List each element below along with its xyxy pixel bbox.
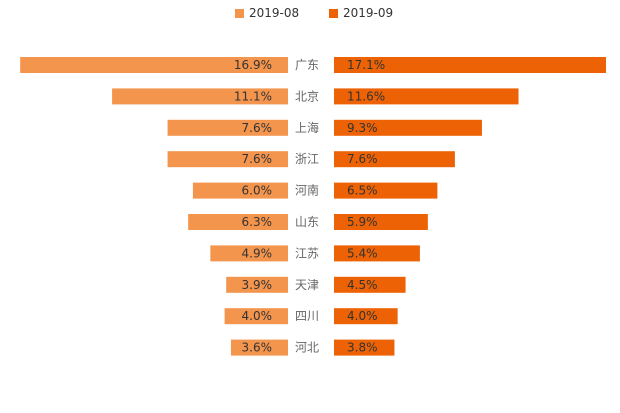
data-label-2019-08-3: 7.6% — [242, 121, 273, 135]
legend-swatch-2019-08 — [235, 8, 244, 18]
category-label-5: 河南 — [295, 183, 319, 198]
bar-2019-08-5[interactable] — [192, 182, 288, 199]
bar-2019-08-9[interactable] — [224, 308, 288, 325]
bar-2019-09-8[interactable] — [334, 276, 406, 293]
bar-2019-09-6[interactable] — [334, 214, 428, 230]
data-label-2019-08-10: 3.6% — [242, 341, 273, 355]
data-label-2019-08-1: 16.9% — [234, 58, 272, 72]
category-label-3: 上海 — [295, 120, 319, 135]
data-label-2019-08-7: 4.9% — [242, 246, 273, 260]
bar-2019-09-4[interactable] — [334, 151, 455, 168]
data-label-2019-09-2: 11.6% — [347, 89, 385, 103]
data-label-2019-08-5: 6.0% — [242, 184, 273, 198]
bar-2019-09-7[interactable] — [334, 245, 420, 262]
category-label-10: 河北 — [295, 341, 319, 355]
bar-2019-08-7[interactable] — [210, 245, 288, 262]
bar-2019-09-9[interactable] — [334, 308, 398, 325]
bar-2019-08-2[interactable] — [112, 88, 288, 105]
legend-label-2019-08: 2019-08 — [249, 6, 300, 20]
data-label-2019-09-10: 3.8% — [347, 341, 378, 355]
bar-2019-08-6[interactable] — [188, 214, 288, 230]
chart-legend: 2019-08 2019-09 — [0, 5, 620, 21]
data-label-2019-08-2: 11.1% — [234, 89, 272, 103]
legend-swatch-2019-09 — [329, 8, 338, 18]
category-label-2: 北京 — [295, 89, 319, 103]
data-label-2019-08-8: 3.9% — [242, 278, 273, 292]
data-label-2019-09-4: 7.6% — [347, 152, 378, 166]
bar-2019-09-2[interactable] — [334, 88, 519, 105]
data-label-2019-09-9: 4.0% — [347, 309, 378, 323]
category-label-6: 山东 — [295, 215, 319, 229]
bar-2019-09-10[interactable] — [334, 339, 395, 356]
bar-2019-09-5[interactable] — [334, 182, 438, 199]
bar-2019-09-3[interactable] — [334, 119, 482, 136]
legend-item-2019-08[interactable]: 2019-08 — [235, 5, 299, 21]
data-label-2019-09-5: 6.5% — [347, 184, 378, 198]
category-label-7: 江苏 — [295, 246, 319, 260]
data-label-2019-09-7: 5.4% — [347, 246, 378, 260]
bar-2019-08-10[interactable] — [230, 339, 288, 356]
data-label-2019-09-3: 9.3% — [347, 121, 378, 135]
data-label-2019-09-1: 17.1% — [347, 58, 385, 72]
bar-2019-08-3[interactable] — [167, 119, 288, 136]
bar-2019-09-1[interactable] — [334, 57, 606, 73]
data-label-2019-08-4: 7.6% — [242, 152, 273, 166]
data-label-2019-09-6: 5.9% — [347, 215, 378, 229]
bar-2019-08-8[interactable] — [226, 276, 288, 293]
data-label-2019-08-9: 4.0% — [242, 309, 273, 323]
category-label-8: 天津 — [295, 278, 319, 292]
legend-item-2019-09[interactable]: 2019-09 — [329, 5, 393, 21]
category-label-9: 四川 — [295, 309, 319, 323]
legend-label-2019-09: 2019-09 — [343, 6, 394, 20]
bar-2019-08-4[interactable] — [167, 151, 288, 168]
category-label-1: 广东 — [295, 58, 319, 72]
category-label-4: 浙江 — [295, 152, 319, 166]
data-label-2019-08-6: 6.3% — [242, 215, 273, 229]
bar-2019-08-1[interactable] — [20, 57, 289, 73]
data-label-2019-09-8: 4.5% — [347, 278, 378, 292]
